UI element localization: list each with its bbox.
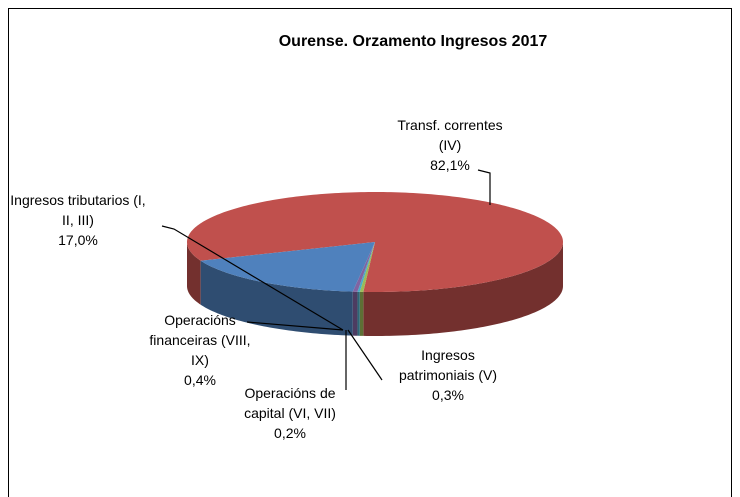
slice-label: Transf. correntes (IV) 82,1%	[395, 115, 505, 175]
slice-side	[363, 242, 563, 336]
slice-side	[187, 242, 201, 305]
slice	[352, 242, 375, 292]
category-label: Ingresos patrimoniais (V)	[398, 347, 498, 383]
slice-label: Operacións de capital (VI, VII) 0,2%	[225, 383, 355, 443]
leader-lines	[161, 169, 491, 390]
slice-label: Ingresos tributarios (I, II, III) 17,0%	[8, 190, 148, 250]
chart-frame	[8, 8, 732, 497]
category-label: Transf. correntes (IV)	[397, 117, 503, 153]
leader-line	[477, 169, 491, 205]
slice	[359, 242, 375, 292]
leader-line	[246, 321, 344, 331]
slice	[200, 242, 375, 292]
leader-line	[347, 329, 383, 381]
chart-title: Ourense. Orzamento Ingresos 2017	[278, 33, 548, 50]
category-label: Ingresos tributarios (I, II, III)	[10, 192, 146, 228]
slice	[187, 192, 563, 292]
slice-side	[357, 291, 360, 336]
value-label: 0,2%	[274, 425, 306, 441]
slice	[357, 242, 375, 292]
pie	[187, 192, 563, 336]
leader-line	[161, 225, 344, 331]
slice-side	[200, 260, 353, 336]
value-label: 0,4%	[184, 372, 216, 388]
slice-side	[359, 291, 364, 336]
slice-label: Ingresos patrimoniais (V) 0,3%	[388, 345, 508, 405]
slice-label: Operacións financeiras (VIII, IX) 0,4%	[145, 310, 255, 390]
value-label: 17,0%	[58, 232, 98, 248]
category-label: Operacións de capital (VI, VII)	[244, 385, 336, 421]
value-label: 82,1%	[430, 157, 470, 173]
slice-side	[352, 291, 358, 336]
category-label: Operacións financeiras (VIII, IX)	[149, 312, 251, 368]
value-label: 0,3%	[432, 387, 464, 403]
